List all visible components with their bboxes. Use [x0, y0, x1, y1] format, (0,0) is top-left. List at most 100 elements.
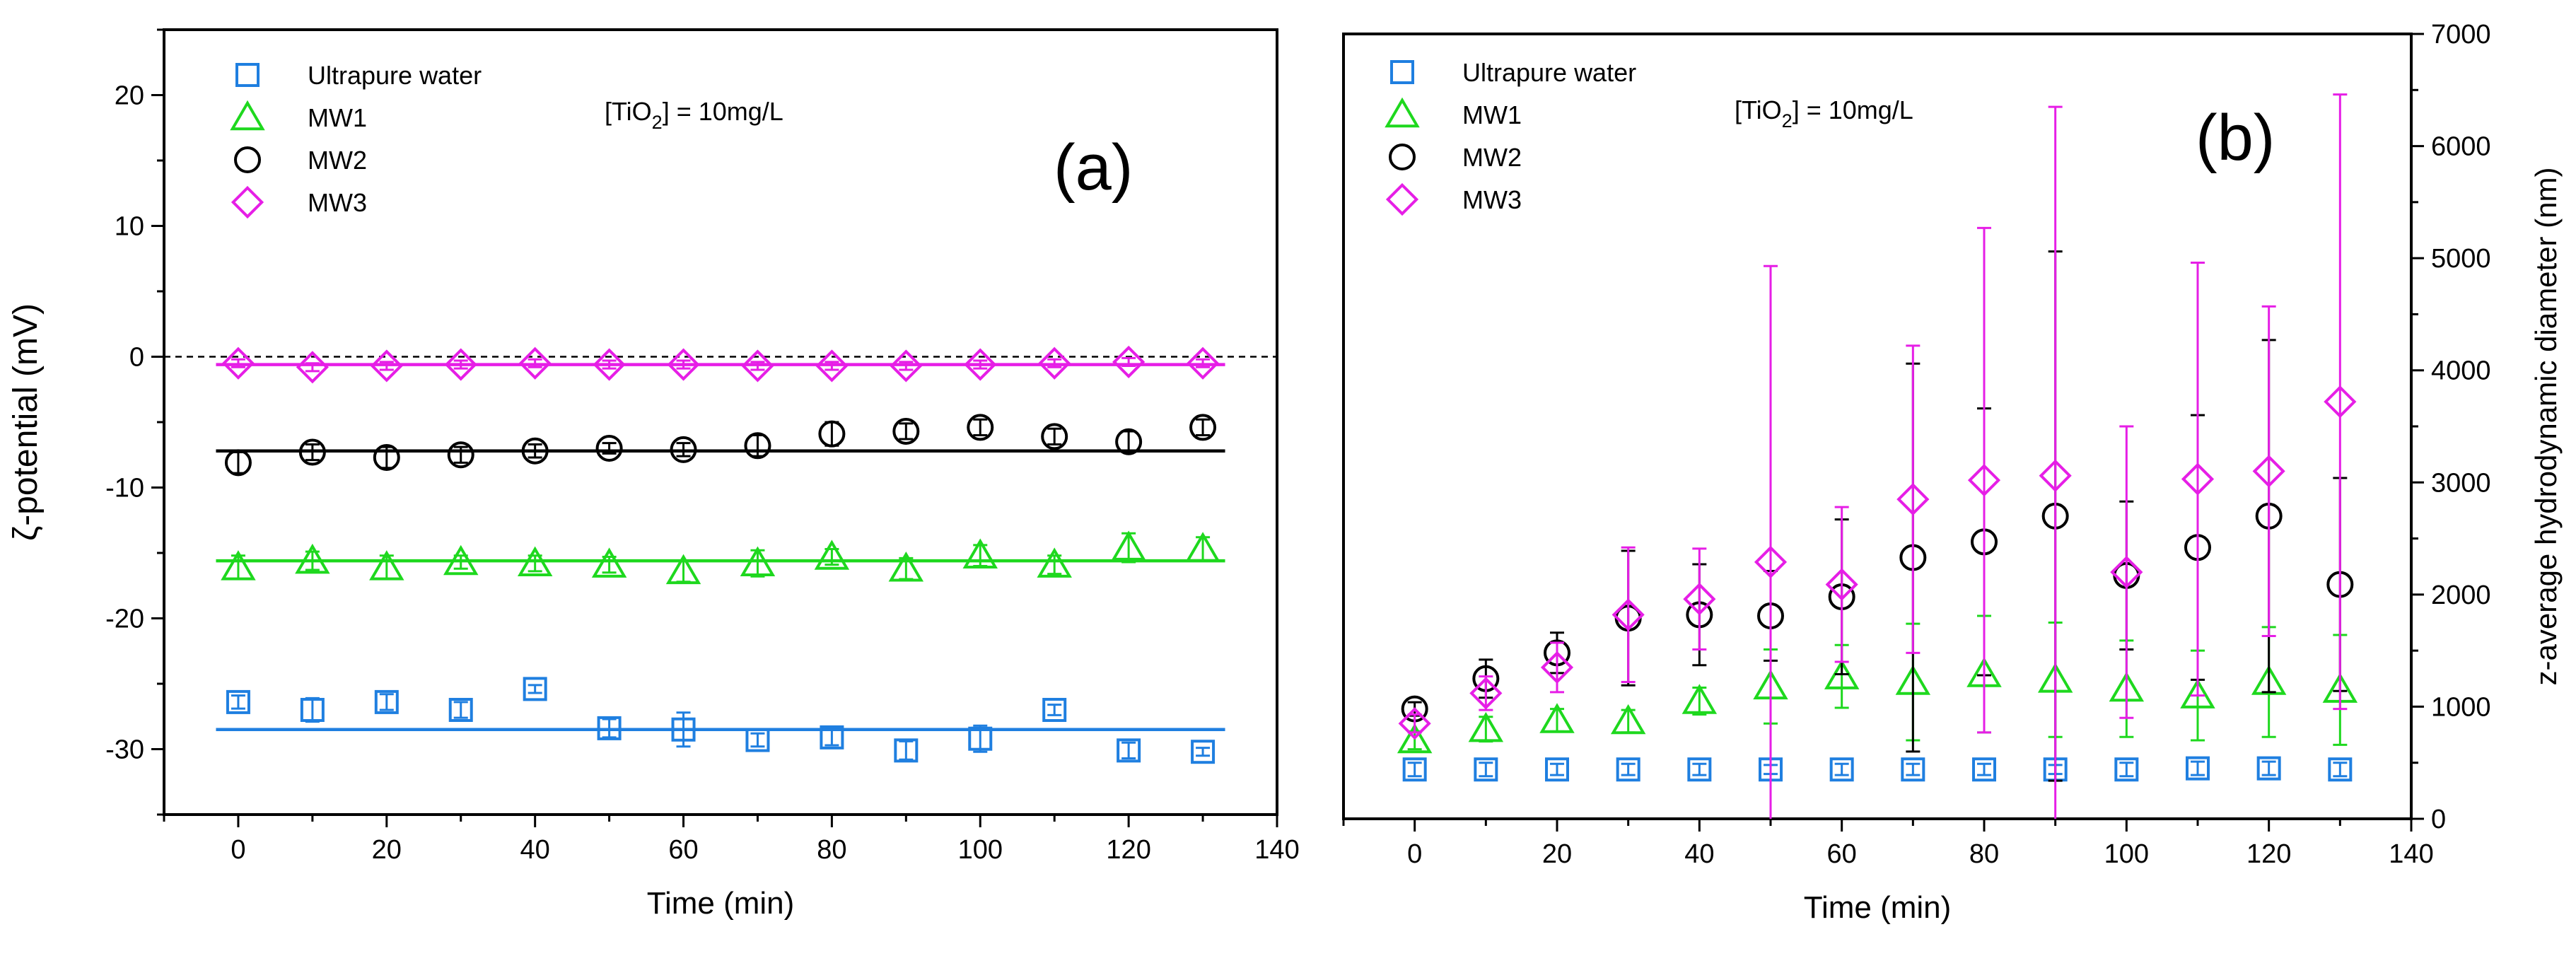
data-point [1398, 707, 1431, 740]
legend-label: MW1 [1462, 100, 1522, 129]
data-point [814, 540, 850, 570]
data-point [597, 716, 622, 740]
data-point [1967, 464, 2001, 497]
data-point [967, 414, 994, 441]
data-point [369, 550, 404, 581]
data-point [1896, 482, 1930, 516]
data-point [665, 554, 701, 585]
data-point [744, 432, 771, 460]
data-point [298, 438, 326, 466]
legend-label: MW1 [308, 103, 367, 132]
x-tick-label: 0 [231, 835, 245, 865]
data-point [671, 717, 696, 742]
data-point [221, 550, 256, 581]
data-point [2251, 665, 2287, 695]
annotation-prefix: [TiO [605, 97, 652, 126]
data-point [740, 546, 776, 577]
x-tick-label: 40 [1684, 839, 1714, 869]
legend-marker [1390, 60, 1414, 84]
series-ultrapure-water [216, 677, 1225, 764]
data-point [964, 348, 997, 381]
data-point [1469, 677, 1503, 710]
data-point [2180, 678, 2215, 708]
x-tick-label: 60 [668, 835, 698, 865]
y-tick-label: 6000 [2431, 132, 2491, 162]
x-axis-title: Time (min) [1804, 890, 1952, 925]
data-point [1186, 346, 1220, 380]
annotation-subscript: 2 [652, 112, 663, 133]
data-point [1474, 757, 1498, 782]
y-tick-label: 7000 [2431, 20, 2491, 49]
legend-marker [231, 185, 264, 219]
y-tick-label: 20 [115, 81, 144, 111]
data-point [1037, 547, 1072, 578]
legend-marker [234, 146, 261, 173]
data-point [890, 349, 923, 383]
data-point [517, 546, 553, 577]
x-tick-label: 140 [2389, 839, 2433, 869]
panel-a: 0 20 40 60 80 100 120 140 -30 -20 -10 0 10 20 Time (mi… [7, 28, 1300, 921]
panel-b: 0 20 40 60 80 100 120 140 0 1000 2000 3000 4000 5000 6… [1342, 20, 2563, 925]
data-point [745, 728, 770, 752]
data-point [1041, 423, 1068, 450]
x-tick-label: 120 [2246, 839, 2291, 869]
data-point [1825, 568, 1858, 601]
data-point [1610, 704, 1646, 735]
data-point [374, 689, 399, 714]
data-point [1539, 703, 1575, 733]
series-mw1 [216, 530, 1225, 585]
data-point [1191, 740, 1216, 764]
y-axis-title: ζ-potential (mV) [7, 303, 45, 541]
x-tick-label: 120 [1106, 835, 1150, 865]
x-tick-label: 60 [1827, 839, 1857, 869]
x-axis-title: Time (min) [647, 886, 795, 921]
data-point [1612, 598, 1645, 631]
legend-label: MW2 [308, 146, 367, 175]
data-point [373, 443, 400, 471]
data-point [221, 346, 255, 380]
y-tick-label: 3000 [2431, 468, 2491, 498]
data-point [593, 348, 626, 381]
concentration-annotation: [TiO2] = 10mg/L [605, 97, 783, 133]
data-point [1545, 757, 1569, 782]
data-point [1402, 757, 1427, 782]
data-point [670, 436, 697, 463]
data-point [2328, 757, 2353, 782]
data-point [1189, 414, 1217, 441]
plot-area [1397, 93, 2358, 819]
data-point [1687, 757, 1712, 782]
legend-label: MW3 [1462, 185, 1522, 214]
data-point [818, 420, 846, 448]
legend-label: MW3 [308, 188, 367, 217]
legend-label: Ultrapure water [308, 61, 482, 90]
data-point [1540, 651, 1574, 684]
y-tick-label: 4000 [2431, 356, 2491, 386]
data-point [300, 698, 325, 722]
y-tick-label: 10 [115, 212, 144, 242]
series-mw2 [216, 414, 1225, 477]
data-point [521, 437, 549, 465]
data-point [448, 698, 473, 722]
data-point [741, 349, 774, 383]
x-tick-label: 100 [2104, 839, 2149, 869]
data-point [295, 543, 330, 574]
data-point [1468, 711, 1504, 742]
data-point [518, 346, 552, 380]
annotation-suffix: ] = 10mg/L [1793, 95, 1913, 124]
plot-area [216, 345, 1225, 764]
data-point [1115, 428, 1143, 455]
legend-label: MW2 [1462, 143, 1522, 172]
data-point [1112, 345, 1146, 378]
data-point [1111, 530, 1146, 561]
data-point [667, 348, 700, 381]
data-point [1616, 757, 1640, 782]
y-tick-label: -20 [105, 605, 144, 634]
data-point [1038, 346, 1071, 380]
data-point [226, 689, 250, 714]
y-tick-label: 5000 [2431, 244, 2491, 274]
series-mw3 [1398, 93, 2357, 819]
data-point [224, 449, 252, 477]
data-point [2110, 556, 2143, 589]
data-point [1829, 757, 1854, 782]
